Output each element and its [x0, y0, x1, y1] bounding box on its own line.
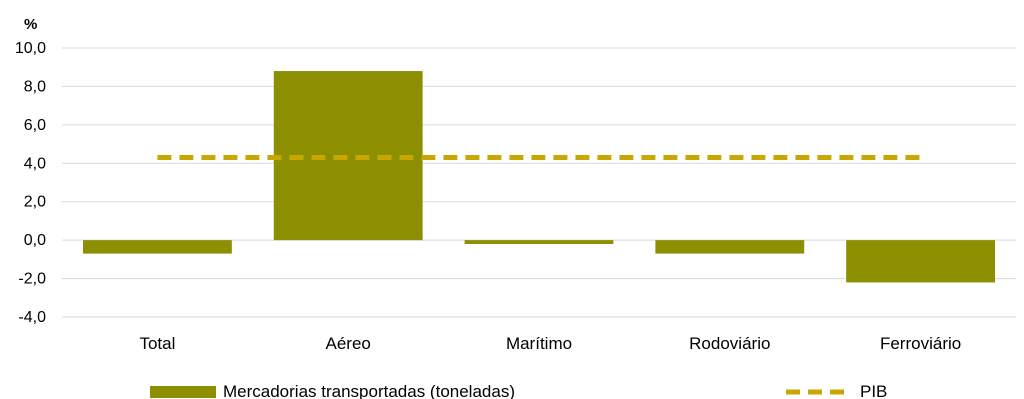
bar	[846, 240, 996, 283]
y-unit-label: %	[24, 16, 37, 33]
x-axis-categories: Total Aéreo Marítimo Rodoviário Ferroviário	[139, 334, 961, 353]
bar-series	[82, 71, 996, 283]
y-tick-label: -2,0	[18, 271, 46, 288]
bar	[82, 240, 232, 254]
y-tick-label: -4,0	[18, 309, 46, 326]
bar	[464, 240, 614, 244]
legend-label-line: PIB	[860, 382, 887, 399]
category-label: Aéreo	[326, 334, 371, 353]
category-label: Ferroviário	[880, 334, 961, 353]
bar	[655, 240, 805, 254]
y-tick-label: 0,0	[24, 232, 46, 249]
category-label: Marítimo	[506, 334, 572, 353]
y-tick-label: 8,0	[24, 78, 46, 95]
category-label: Total	[139, 334, 175, 353]
y-tick-label: 4,0	[24, 155, 46, 172]
y-tick-label: 6,0	[24, 117, 46, 134]
legend: Mercadorias transportadas (toneladas) PIB	[150, 382, 887, 399]
y-tick-label: 10,0	[15, 40, 46, 57]
y-tick-label: 2,0	[24, 194, 46, 211]
legend-label-bars: Mercadorias transportadas (toneladas)	[223, 382, 515, 399]
category-label: Rodoviário	[689, 334, 770, 353]
legend-swatch-bars	[150, 386, 216, 398]
y-axis-ticks: 10,0 8,0 6,0 4,0 2,0 0,0 -2,0 -4,0	[15, 40, 46, 326]
